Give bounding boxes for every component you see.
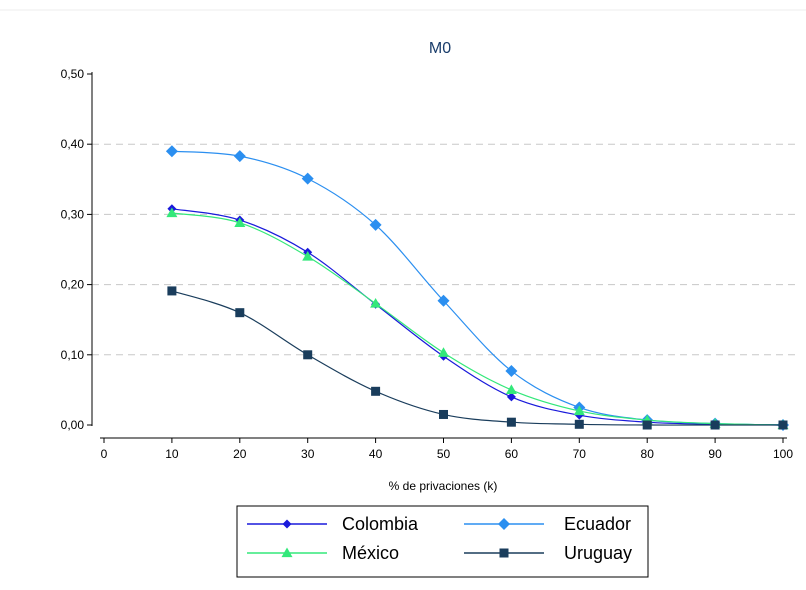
y-tick-label-5: 0,50 <box>61 67 85 81</box>
data-point-uruguay-100 <box>778 420 788 430</box>
data-point-uruguay-30 <box>303 350 313 360</box>
series-line-ecuador <box>171 150 784 426</box>
data-point-uruguay-10 <box>167 286 177 296</box>
y-tick-label-1: 0,10 <box>61 348 85 362</box>
x-tick-label-7: 70 <box>573 447 587 461</box>
data-point-ecuador-40 <box>369 218 382 231</box>
data-point-uruguay-20 <box>235 308 245 318</box>
x-tick-label-6: 60 <box>505 447 519 461</box>
y-tick-label-4: 0,40 <box>61 137 85 151</box>
legend-label-uruguay: Uruguay <box>564 543 632 563</box>
legend-marker-ecuador <box>498 518 510 530</box>
legend-item-colombia: Colombia <box>247 514 419 534</box>
data-point-uruguay-70 <box>574 419 584 429</box>
data-point-uruguay-60 <box>506 417 516 427</box>
data-point-ecuador-50 <box>437 294 450 307</box>
legend-label-ecuador: Ecuador <box>564 514 631 534</box>
series-line-colombia <box>171 208 784 426</box>
legend-label-mexico: México <box>342 543 399 563</box>
x-axis-label: % de privaciones (k) <box>389 479 498 493</box>
axes: 0,00 0,10 0,20 0,30 0,40 0,50 0 10 20 30 40 50 60 70 8… <box>61 67 794 461</box>
x-tick-label-3: 30 <box>301 447 315 461</box>
series-line-uruguay <box>171 290 783 426</box>
data-point-colombia-60 <box>506 392 516 402</box>
x-tick-label-2: 20 <box>233 447 247 461</box>
legend-item-mexico: México <box>247 543 399 563</box>
y-tick-label-3: 0,30 <box>61 207 85 221</box>
x-tick-label-9: 90 <box>708 447 722 461</box>
y-tick-label-0: 0,00 <box>61 418 85 432</box>
y-tick-label-2: 0,20 <box>61 278 85 292</box>
data-point-mexico-40 <box>370 298 382 308</box>
legend-box <box>236 505 649 578</box>
legend-marker-uruguay <box>499 548 509 558</box>
data-point-ecuador-10 <box>165 145 178 158</box>
data-point-ecuador-30 <box>301 172 314 185</box>
series-uruguay <box>167 286 788 430</box>
legend-marker-colombia <box>282 519 292 529</box>
chart-title: M0 <box>429 40 451 57</box>
x-tick-label-4: 40 <box>369 447 383 461</box>
series-ecuador <box>165 145 789 431</box>
series-mexico <box>166 207 789 430</box>
legend-marker-mexico <box>281 547 293 558</box>
x-tick-label-5: 50 <box>437 447 451 461</box>
x-tick-label-1: 10 <box>165 447 179 461</box>
series-colombia <box>167 204 788 430</box>
data-point-uruguay-80 <box>642 420 652 430</box>
data-point-mexico-30 <box>302 251 314 261</box>
legend: Colombia Ecuador México Uruguay <box>236 505 649 578</box>
data-point-mexico-20 <box>234 217 246 227</box>
x-tick-label-8: 80 <box>641 447 655 461</box>
data-point-mexico-60 <box>505 384 517 395</box>
legend-item-uruguay: Uruguay <box>464 543 632 563</box>
data-point-uruguay-40 <box>371 386 381 396</box>
data-point-uruguay-50 <box>439 409 448 419</box>
data-point-ecuador-20 <box>233 150 246 163</box>
data-point-mexico-70 <box>573 405 585 416</box>
data-point-mexico-50 <box>438 347 449 357</box>
legend-label-colombia: Colombia <box>342 514 419 534</box>
data-point-uruguay-90 <box>710 420 720 430</box>
data-point-mexico-10 <box>166 207 178 218</box>
x-tick-label-0: 0 <box>101 447 108 461</box>
series-line-mexico <box>171 212 784 426</box>
legend-item-ecuador: Ecuador <box>464 514 631 534</box>
grid <box>92 143 795 356</box>
data-point-ecuador-60 <box>505 364 518 377</box>
series-group <box>165 145 789 431</box>
x-tick-label-10: 100 <box>773 447 793 461</box>
